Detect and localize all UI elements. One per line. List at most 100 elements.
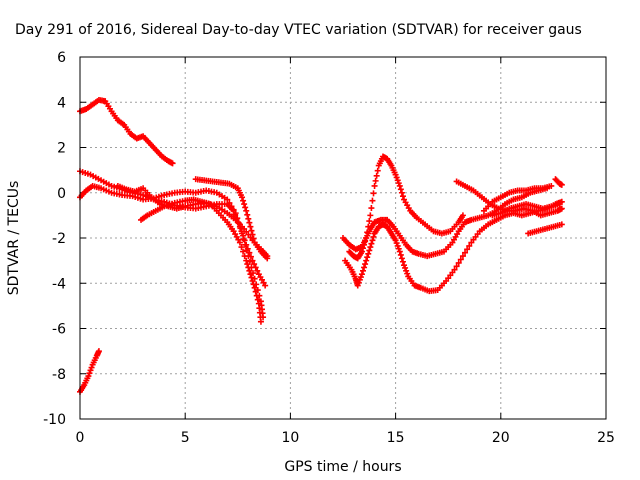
data-point xyxy=(240,236,247,243)
x-tick-label: 0 xyxy=(76,430,85,446)
data-point xyxy=(402,264,409,271)
y-axis-title: SDTVAR / TECUs xyxy=(6,181,22,296)
data-point xyxy=(169,160,176,167)
data-point xyxy=(363,257,370,264)
data-point xyxy=(363,235,370,241)
data-point xyxy=(254,296,261,303)
data-point xyxy=(393,240,400,247)
chart-title: Day 291 of 2016, Sidereal Day-to-day VTE… xyxy=(15,22,582,38)
data-point xyxy=(253,292,260,299)
data-point xyxy=(357,274,364,281)
data-point xyxy=(395,180,402,187)
data-point xyxy=(86,370,93,377)
data-point xyxy=(241,253,248,260)
data-point xyxy=(466,242,473,249)
data-point xyxy=(366,218,373,225)
data-point xyxy=(370,190,377,197)
data-point xyxy=(85,373,92,380)
data-point xyxy=(392,171,399,178)
data-point xyxy=(244,211,251,218)
data-point xyxy=(246,267,253,274)
data-point xyxy=(364,254,371,261)
data-point xyxy=(396,248,403,255)
y-tick-label: 6 xyxy=(57,50,66,66)
data-point xyxy=(451,266,458,273)
data-point xyxy=(464,246,471,253)
data-point xyxy=(239,230,246,237)
data-point xyxy=(361,241,368,248)
data-point xyxy=(250,235,257,242)
data-point xyxy=(242,241,249,248)
data-point xyxy=(558,221,565,228)
data-point xyxy=(368,240,375,247)
data-point xyxy=(367,244,374,251)
data-point xyxy=(403,267,410,274)
data-point xyxy=(242,204,249,211)
data-point xyxy=(247,223,254,230)
data-point xyxy=(396,182,403,189)
data-point xyxy=(394,242,401,249)
data-point xyxy=(245,215,252,222)
data-point xyxy=(245,264,252,271)
data-point xyxy=(393,174,400,181)
data-point xyxy=(95,348,102,355)
data-point xyxy=(359,245,366,252)
data-point xyxy=(249,231,256,238)
data-point xyxy=(397,251,404,258)
x-tick-label: 15 xyxy=(387,430,405,446)
data-point xyxy=(457,256,464,263)
data-point xyxy=(248,227,255,234)
data-point xyxy=(358,248,365,255)
data-point xyxy=(232,210,239,217)
data-point xyxy=(453,263,460,270)
data-point xyxy=(459,253,466,260)
data-point xyxy=(87,367,94,374)
data-point xyxy=(356,276,363,283)
data-point xyxy=(404,270,411,277)
data-point xyxy=(240,197,247,204)
data-point xyxy=(361,264,368,271)
data-point xyxy=(243,257,250,264)
data-points xyxy=(77,96,565,395)
data-point xyxy=(399,258,406,265)
data-point xyxy=(558,205,565,212)
data-point xyxy=(397,186,404,193)
y-tick-label: -4 xyxy=(52,276,66,292)
data-point xyxy=(373,172,380,179)
axis-ticks: 0 5 10 15 20 25 -10 -8 -6 -4 -2 0 2 4 6 xyxy=(43,50,615,446)
data-point xyxy=(362,261,369,268)
data-point xyxy=(236,239,243,246)
data-point xyxy=(556,201,563,208)
x-tick-label: 5 xyxy=(181,430,190,446)
data-point xyxy=(395,245,402,252)
y-tick-label: 0 xyxy=(57,186,66,202)
data-point xyxy=(238,244,245,251)
data-point xyxy=(365,250,372,257)
data-point xyxy=(262,282,269,289)
data-point xyxy=(228,203,235,210)
data-point xyxy=(368,205,375,212)
data-point xyxy=(241,201,248,208)
data-point xyxy=(558,181,565,188)
data-point xyxy=(88,364,95,371)
data-point xyxy=(398,255,405,262)
data-point xyxy=(371,182,378,189)
y-tick-label: 2 xyxy=(57,141,66,157)
data-point xyxy=(459,212,466,219)
data-point xyxy=(243,247,250,254)
data-point xyxy=(365,223,372,230)
data-point xyxy=(249,277,256,284)
data-point xyxy=(354,282,361,289)
data-point xyxy=(370,233,377,240)
data-point xyxy=(235,220,242,227)
x-tick-label: 25 xyxy=(597,430,615,446)
y-tick-label: 4 xyxy=(57,95,66,111)
data-point xyxy=(246,219,253,226)
y-tick-label: -6 xyxy=(52,322,66,338)
data-point xyxy=(394,177,401,184)
y-tick-label: -2 xyxy=(52,231,66,247)
data-point xyxy=(367,212,374,219)
data-point xyxy=(248,274,255,281)
data-point xyxy=(264,255,271,262)
data-point xyxy=(401,262,408,269)
